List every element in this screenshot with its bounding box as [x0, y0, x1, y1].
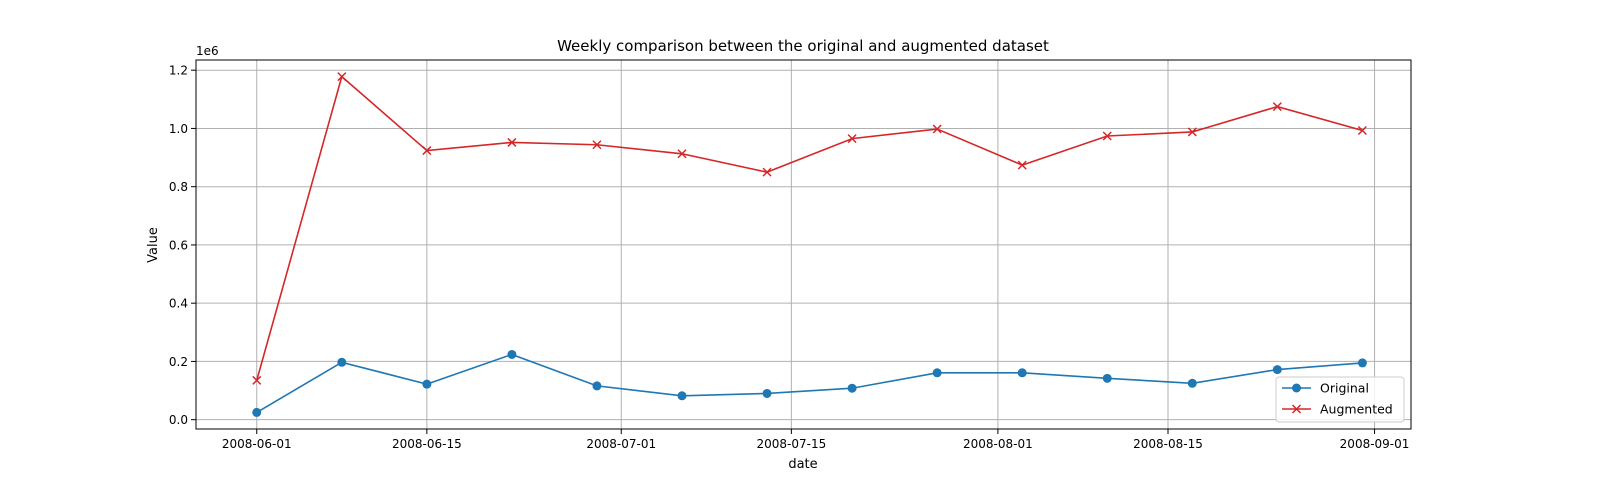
data-point-augmented	[1357, 125, 1367, 136]
data-point-original	[1017, 368, 1027, 378]
x-tick-label: 2008-08-01	[963, 437, 1033, 451]
data-point-augmented	[1017, 160, 1027, 170]
x-axis-label: date	[788, 457, 817, 472]
data-point-augmented	[592, 140, 602, 150]
data-point-original	[932, 368, 942, 378]
data-point-augmented	[677, 149, 687, 159]
data-point-original	[1357, 358, 1367, 368]
y-tick-label: 0.2	[169, 355, 188, 369]
y-tick-label: 0.8	[169, 180, 188, 194]
legend-marker-augmented	[1291, 404, 1302, 414]
data-point-original	[252, 407, 262, 417]
data-point-augmented	[932, 124, 942, 134]
y-tick-label: 1.0	[169, 122, 188, 136]
y-tick-label: 0.0	[169, 413, 188, 427]
data-point-original	[337, 357, 347, 367]
legend-label-original: Original	[1320, 381, 1369, 396]
x-axis-ticks: 2008-06-01 2008-06-15 2008-07-01 2008-07-15…	[222, 429, 1410, 451]
data-point-augmented	[337, 72, 347, 82]
data-point-original	[677, 391, 687, 401]
data-point-original	[1272, 365, 1282, 375]
series-line-augmented	[255, 75, 1363, 381]
data-point-augmented	[507, 137, 517, 147]
y-tick-label: 0.6	[169, 238, 188, 252]
series-line-original	[256, 353, 1363, 414]
series-layer	[252, 72, 1367, 417]
y-axis-label: Value	[146, 227, 161, 263]
data-point-augmented	[847, 134, 857, 144]
legend-marker-original	[1292, 383, 1301, 393]
x-tick-label: 2008-08-15	[1133, 437, 1203, 451]
y-axis-ticks: 0.0 0.2 0.4 0.6 0.8 1.0 1.2	[169, 64, 196, 427]
x-tick-label: 2008-09-01	[1340, 437, 1410, 451]
data-point-original	[1102, 373, 1112, 383]
y-tick-label: 0.4	[169, 297, 188, 311]
grid-lines	[196, 60, 1411, 429]
data-point-augmented	[762, 167, 772, 177]
legend: Original Augmented	[1275, 376, 1405, 423]
x-tick-label: 2008-06-15	[392, 437, 462, 451]
chart-title: Weekly comparison between the original a…	[557, 37, 1049, 55]
data-point-augmented	[422, 146, 432, 156]
data-point-original	[847, 383, 857, 393]
data-point-augmented	[1187, 127, 1197, 137]
x-tick-label: 2008-07-15	[756, 437, 826, 451]
legend-label-augmented: Augmented	[1320, 402, 1393, 417]
data-point-original	[422, 379, 432, 389]
data-point-original	[592, 381, 602, 391]
x-tick-label: 2008-06-01	[222, 437, 292, 451]
data-point-original	[762, 388, 772, 398]
data-point-augmented	[252, 375, 262, 385]
x-tick-label: 2008-07-01	[586, 437, 656, 451]
data-point-original	[507, 349, 517, 359]
data-point-augmented	[1272, 102, 1282, 112]
y-tick-label: 1.2	[169, 64, 188, 78]
y-offset-label: 1e6	[196, 44, 219, 58]
data-point-original	[1187, 378, 1197, 388]
data-point-augmented	[1102, 131, 1112, 141]
